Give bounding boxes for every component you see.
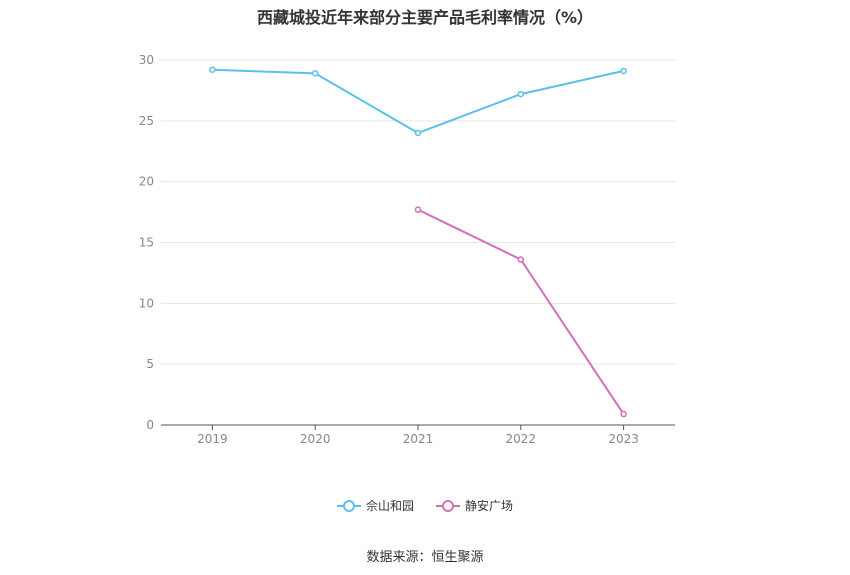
data-point-series-2 bbox=[620, 410, 627, 418]
legend-marker-series-2 bbox=[442, 499, 454, 512]
chart-title: 西藏城投近年来部分主要产品毛利率情况（%） bbox=[256, 8, 594, 27]
data-point-series-1 bbox=[620, 67, 627, 75]
legend-label-series-2: 静安广场 bbox=[465, 499, 514, 513]
y-tick-label: 5 bbox=[146, 357, 154, 371]
x-tick-label: 2019 bbox=[197, 432, 228, 446]
legend-item-series-2[interactable]: 静安广场 bbox=[436, 497, 513, 514]
data-source-note: 数据来源：恒生聚源 bbox=[366, 550, 484, 565]
y-tick-label: 20 bbox=[139, 175, 154, 189]
data-point-series-1 bbox=[311, 70, 319, 77]
x-tick-label: 2022 bbox=[506, 432, 537, 446]
legend-marker-series-1 bbox=[342, 499, 355, 512]
y-tick-label: 25 bbox=[139, 114, 154, 128]
y-tick-label: 0 bbox=[146, 418, 154, 432]
y-tick-label: 30 bbox=[139, 53, 154, 67]
data-point-series-1 bbox=[517, 90, 525, 98]
data-point-series-2 bbox=[414, 206, 422, 213]
series-line-2 bbox=[417, 208, 625, 415]
data-point-series-1 bbox=[414, 129, 422, 137]
legend-swatch-series-2 bbox=[436, 499, 460, 513]
y-tick-label: 10 bbox=[139, 296, 154, 310]
series-lines bbox=[209, 66, 627, 418]
y-tick-label: 15 bbox=[139, 236, 154, 250]
legend-item-series-1[interactable]: 佘山和园 bbox=[336, 497, 414, 514]
legend-swatch-series-1 bbox=[336, 499, 361, 513]
x-tick-label: 2020 bbox=[300, 432, 331, 446]
x-tick-label: 2021 bbox=[403, 432, 434, 446]
series-line-1 bbox=[212, 68, 624, 134]
legend: 佘山和园 静安广场 bbox=[0, 497, 850, 514]
data-point-series-1 bbox=[209, 66, 216, 73]
x-tick-label: 2023 bbox=[608, 432, 639, 446]
axes: 0 5 10 15 20 25 30 2019 2020 2021 2022 2023 bbox=[139, 53, 675, 446]
data-point-series-2 bbox=[517, 256, 525, 263]
legend-label-series-1: 佘山和园 bbox=[365, 499, 414, 513]
